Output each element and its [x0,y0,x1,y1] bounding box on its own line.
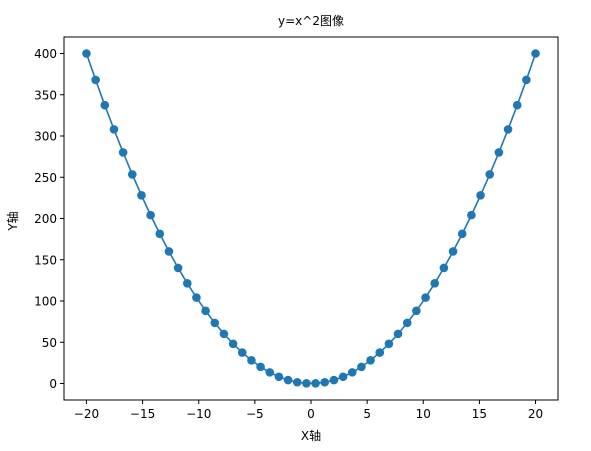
data-point [237,348,247,357]
data-point [503,125,513,134]
data-point [329,375,339,385]
data-point [430,279,440,288]
data-point [118,148,128,157]
plot-frame [63,36,559,401]
data-point [467,210,476,220]
x-tick-label: 20 [528,407,543,421]
data-point [219,329,229,339]
data-point [155,229,165,239]
y-tick-label: 200 [34,212,57,226]
data-point [192,293,201,302]
data-point [384,339,394,349]
data-point [146,210,155,220]
data-point [320,377,330,387]
data-point [366,355,375,365]
x-tick-label: 10 [416,407,431,421]
data-point [247,355,256,365]
x-tick-label: −5 [246,407,264,421]
data-point [375,348,385,357]
data-point [182,279,192,288]
x-tick-label: 15 [472,407,487,421]
y-tick-label: 0 [49,377,57,391]
data-point [256,362,265,372]
data-point [164,247,174,256]
x-tick-label: −20 [74,407,99,421]
x-tick-label: 0 [307,407,315,421]
data-point [412,306,421,316]
data-point [448,247,458,256]
data-point [82,49,91,58]
data-point [127,170,137,179]
data-point [357,362,366,372]
y-tick-label: 300 [34,130,57,144]
data-point [347,368,357,377]
data-point [109,125,119,134]
data-point [457,229,467,239]
data-point [485,170,495,179]
data-point [228,339,238,349]
axes: −20 −15 −10 −5 0 5 10 15 20050100150200250300350… [34,47,543,421]
data-point [274,372,284,382]
data-point [494,148,504,157]
data-point [311,379,320,388]
y-tick-label: 100 [34,295,57,309]
x-tick-label: −15 [130,407,155,421]
data-point [393,329,403,339]
y-tick-label: 250 [34,171,57,185]
data-point [522,75,531,85]
data-point [476,191,485,200]
y-axis-title: Y轴 [5,211,20,231]
series-line [85,53,537,385]
y-tick-label: 150 [34,253,57,267]
data-point [531,49,540,58]
plot-area [82,49,540,388]
data-point [283,375,293,385]
data-point [338,372,348,382]
chart-title: y=x^2图像 [278,14,344,28]
data-point [292,377,302,387]
data-point [265,368,275,377]
y-tick-label: 400 [34,47,57,61]
y-tick-label: 50 [42,336,57,350]
data-point [439,263,449,273]
data-point [210,318,220,328]
x-tick-label: −10 [186,407,211,421]
data-point [173,263,183,273]
data-point [402,318,412,328]
data-point [421,293,430,302]
x-axis-title: X轴 [301,428,321,443]
y-tick-label: 350 [34,88,57,102]
data-point [100,100,110,110]
data-point [137,191,146,200]
data-point [512,100,522,110]
data-point [201,306,210,316]
data-point [302,379,311,388]
x-tick-label: 5 [363,407,371,421]
data-point [91,75,100,85]
